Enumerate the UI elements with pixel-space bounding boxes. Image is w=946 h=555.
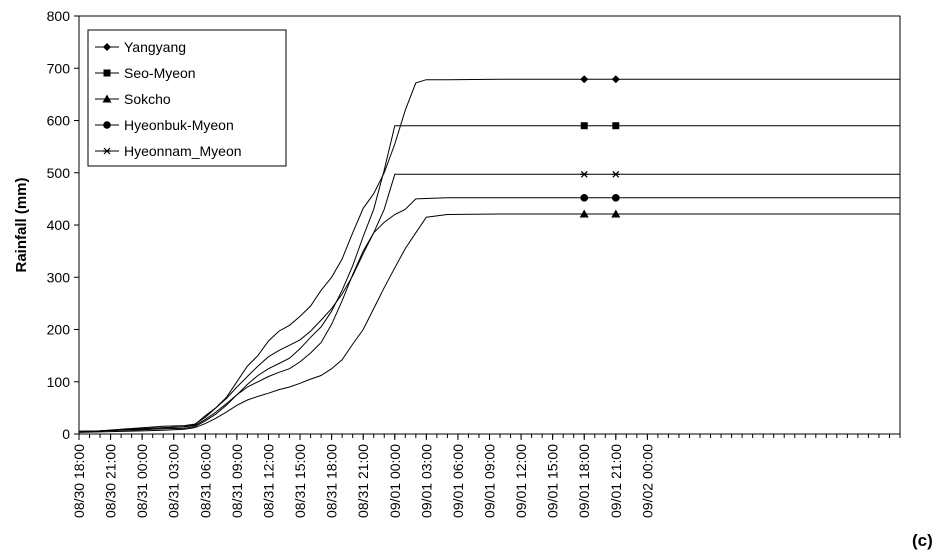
marker-hyeonbuk-myeon (580, 194, 589, 202)
x-tick-label: 08/31 00:00 (134, 444, 150, 518)
legend-label-sokcho: Sokcho (124, 91, 171, 107)
panel-label: (c) (912, 531, 933, 550)
x-tick-label: 08/31 12:00 (260, 444, 276, 518)
series-markers (579, 75, 621, 218)
y-tick-label: 100 (47, 374, 71, 390)
marker-yangyang (580, 75, 589, 84)
x-tick-label: 08/31 03:00 (166, 444, 182, 518)
legend: Yangyang Seo-Myeon Sokcho Hyeonbuk-Myeon Hye… (87, 29, 287, 167)
x-tick-label: 09/01 03:00 (418, 444, 434, 518)
marker-yangyang (611, 75, 620, 84)
y-tick-label: 300 (47, 269, 71, 285)
series-line-hyeonbuk-myeon (78, 197, 900, 432)
x-tick-label: 08/31 09:00 (229, 444, 245, 518)
x-tick-label: 08/31 21:00 (355, 444, 371, 518)
series-line-hyeonnam-myeon (78, 173, 900, 432)
x-tick-label: 09/01 12:00 (513, 444, 529, 518)
x-tick-label: 09/01 00:00 (387, 444, 403, 518)
x-tick-label: 08/30 18:00 (71, 444, 87, 518)
y-tick-label: 700 (47, 60, 71, 76)
legend-marker-seo-myeon (103, 69, 111, 77)
series-line-sokcho (78, 213, 900, 433)
y-tick-label: 400 (47, 217, 71, 233)
x-tick-label: 09/01 15:00 (545, 444, 561, 518)
y-tick-label: 500 (47, 165, 71, 181)
x-tick-label: 08/31 18:00 (324, 444, 340, 518)
series-lines (78, 78, 900, 433)
marker-sokcho (611, 209, 621, 218)
x-tick-label: 09/01 18:00 (576, 444, 592, 518)
x-tick-label: 08/31 06:00 (197, 444, 213, 518)
x-tick-label: 09/02 00:00 (639, 444, 655, 518)
marker-hyeonbuk-myeon (612, 194, 620, 202)
series-line-seo-myeon (78, 125, 900, 432)
legend-marker-hyeonnam-myeon (103, 147, 111, 155)
legend-label-hyeonbuk-myeon: Hyeonbuk-Myeon (124, 117, 234, 133)
legend-marker-yangyang (103, 43, 111, 51)
marker-sokcho (579, 209, 589, 218)
marker-seo-myeon (580, 122, 588, 130)
legend-marker-hyeonbuk-myeon (103, 121, 111, 129)
legend-label-hyeonnam-myeon: Hyeonnam_Myeon (124, 143, 242, 159)
x-tick-label: 09/01 09:00 (482, 444, 498, 518)
y-tick-label: 200 (47, 322, 71, 338)
legend-box (87, 29, 287, 167)
marker-hyeonnam-myeon (611, 170, 620, 178)
x-tick-label: 08/31 15:00 (292, 444, 308, 518)
x-tick-label: 09/01 21:00 (608, 444, 624, 518)
marker-hyeonnam-myeon (580, 170, 589, 178)
y-axis-title: Rainfall (mm) (13, 177, 30, 272)
x-tick-label: 09/01 06:00 (450, 444, 466, 518)
x-axis-ticks: 08/30 18:00 08/30 21:00 08/31 00:00 08/31 0… (71, 434, 901, 518)
y-tick-label: 600 (47, 113, 71, 129)
plot-area-frame (78, 15, 901, 435)
legend-label-seo-myeon: Seo-Myeon (124, 65, 196, 81)
series-line-yangyang (78, 78, 900, 432)
y-tick-label: 800 (47, 8, 71, 24)
y-tick-label: 0 (62, 426, 70, 442)
legend-marker-sokcho (102, 94, 112, 103)
y-axis-ticks: 0 100 200 300 400 500 600 700 800 (47, 8, 79, 442)
legend-label-yangyang: Yangyang (124, 39, 186, 55)
marker-seo-myeon (612, 122, 620, 130)
x-tick-label: 08/30 21:00 (103, 444, 119, 518)
